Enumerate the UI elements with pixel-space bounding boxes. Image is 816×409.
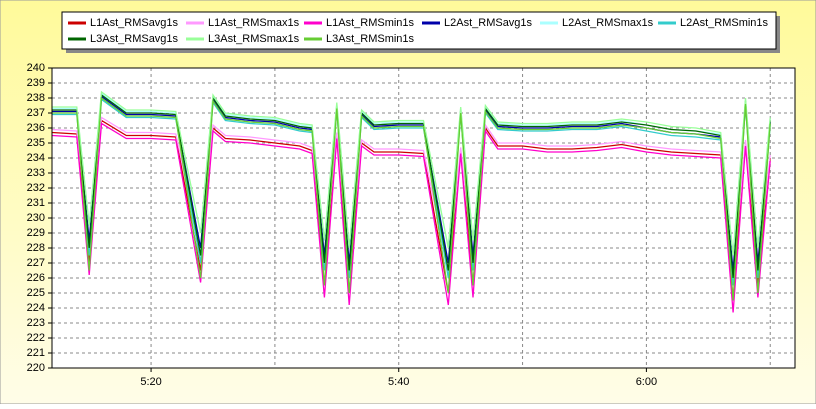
legend-label: L2Ast_RMSavg1s [444,17,533,29]
legend-label: L2Ast_RMSmin1s [680,17,769,29]
series-line [52,90,771,256]
series-line [52,96,771,301]
legend-label: L3Ast_RMSavg1s [90,33,179,45]
y-tick-label: 230 [27,212,45,224]
legend-label: L1Ast_RMSmin1s [326,17,415,29]
y-tick-label: 234 [27,152,45,164]
x-tick-label: 5:20 [140,376,161,388]
series-line [52,93,771,279]
y-tick-label: 239 [27,77,45,89]
y-tick-label: 232 [27,182,45,194]
y-tick-label: 238 [27,92,45,104]
y-tick-label: 226 [27,272,45,284]
y-tick-label: 236 [27,122,45,134]
x-tick-label: 6:00 [636,376,657,388]
y-tick-label: 231 [27,197,45,209]
series-line [51,122,771,313]
plot-frame [51,67,796,369]
y-tick-label: 227 [27,257,45,269]
y-tick-label: 225 [27,287,45,299]
y-tick-label: 237 [27,107,45,119]
legend-box [61,11,777,50]
y-tick-label: 220 [27,362,45,374]
x-tick-label: 5:40 [388,376,409,388]
y-tick-label: 223 [27,317,45,329]
y-tick-label: 228 [27,242,45,254]
y-tick-label: 229 [27,227,45,239]
y-tick-label: 222 [27,332,45,344]
y-tick-label: 235 [27,137,45,149]
y-tick-label: 224 [27,302,45,314]
legend-label: L1Ast_RMSavg1s [90,17,179,29]
legend-label: L1Ast_RMSmax1s [208,17,300,29]
series-line [51,119,771,301]
legend-label: L3Ast_RMSmax1s [208,33,300,45]
legend-label: L3Ast_RMSmin1s [326,33,415,45]
y-tick-label: 221 [27,347,45,359]
legend-label: L2Ast_RMSmax1s [562,17,654,29]
y-tick-label: 233 [27,167,45,179]
y-tick-label: 240 [27,62,45,74]
